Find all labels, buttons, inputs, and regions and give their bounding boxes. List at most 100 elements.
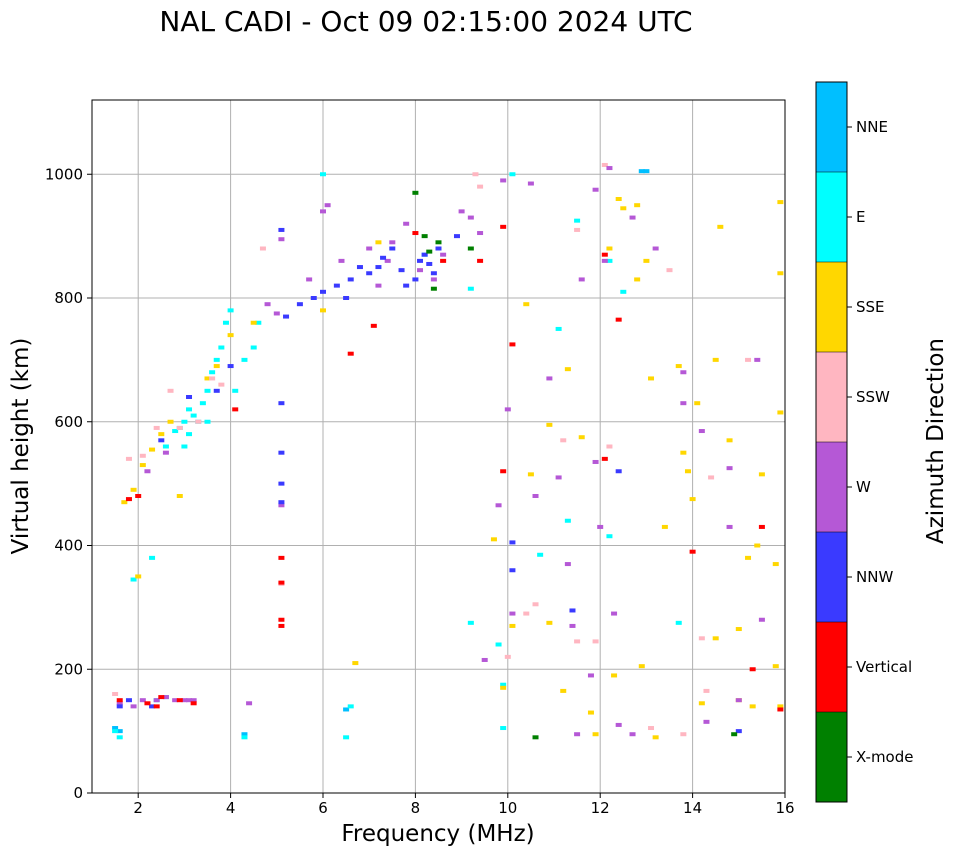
- data-point: [324, 203, 331, 208]
- data-point: [643, 169, 650, 174]
- data-point: [227, 308, 234, 313]
- data-point: [417, 268, 424, 273]
- plot-frame: [91, 99, 786, 794]
- data-point: [440, 252, 447, 257]
- data-point: [149, 704, 156, 709]
- colorbar-tick-label: NNW: [856, 568, 893, 586]
- data-point: [712, 636, 719, 641]
- data-point: [500, 685, 507, 690]
- data-point: [777, 200, 784, 205]
- data-point: [712, 357, 719, 362]
- data-point: [139, 453, 146, 458]
- data-point: [366, 246, 373, 251]
- x-tick-label: 8: [411, 799, 421, 817]
- data-point: [527, 181, 534, 186]
- data-point: [384, 258, 391, 263]
- data-point: [467, 286, 474, 291]
- data-point: [620, 206, 627, 211]
- data-point: [149, 555, 156, 560]
- data-point: [495, 642, 502, 647]
- colorbar-segment: [816, 442, 847, 532]
- data-point: [689, 497, 696, 502]
- data-point: [144, 469, 151, 474]
- data-point: [278, 555, 285, 560]
- x-tick-label: 4: [226, 799, 236, 817]
- data-point: [278, 481, 285, 486]
- data-point: [204, 419, 211, 424]
- data-point: [403, 283, 410, 288]
- data-point: [726, 438, 733, 443]
- data-point: [601, 258, 608, 263]
- data-point: [403, 221, 410, 226]
- series-e: [112, 172, 682, 740]
- data-point: [250, 345, 257, 350]
- data-point: [153, 704, 160, 709]
- colorbar-tick-label: SSE: [856, 298, 885, 316]
- data-point: [158, 695, 165, 700]
- chart-title: NAL CADI - Oct 09 02:15:00 2024 UTC: [159, 5, 692, 38]
- data-point: [601, 162, 608, 167]
- data-point: [158, 432, 165, 437]
- data-point: [430, 277, 437, 282]
- data-point: [758, 524, 765, 529]
- data-point: [278, 237, 285, 242]
- data-point: [574, 218, 581, 223]
- data-point: [587, 673, 594, 678]
- data-point: [162, 450, 169, 455]
- data-point: [735, 729, 742, 734]
- data-point: [500, 726, 507, 731]
- data-point: [546, 620, 553, 625]
- data-point: [777, 271, 784, 276]
- data-point: [703, 688, 710, 693]
- data-point: [694, 401, 701, 406]
- x-tick-label: 14: [683, 799, 702, 817]
- data-point: [578, 435, 585, 440]
- plot-area: 2 4 6 8 10 12 14 16 0 200 400 600 800 1000: [45, 99, 795, 817]
- data-point: [278, 580, 285, 585]
- data-point: [597, 524, 604, 529]
- data-point: [398, 268, 405, 273]
- data-point: [153, 698, 160, 703]
- data-point: [726, 466, 733, 471]
- data-point: [467, 620, 474, 625]
- data-point: [680, 732, 687, 737]
- x-axis: 2 4 6 8 10 12 14 16: [133, 793, 795, 817]
- data-point: [273, 311, 280, 316]
- x-tick-label: 12: [591, 799, 610, 817]
- y-axis: 0 200 400 600 800 1000: [45, 165, 92, 802]
- data-point: [749, 667, 756, 672]
- y-axis-label: Virtual height (km): [8, 338, 34, 555]
- data-point: [162, 444, 169, 449]
- data-point: [116, 698, 123, 703]
- data-point: [320, 209, 326, 214]
- data-point: [500, 682, 507, 687]
- data-point: [375, 283, 382, 288]
- data-point: [246, 701, 253, 706]
- series-nne: [112, 169, 650, 737]
- data-point: [343, 707, 350, 712]
- data-point: [537, 552, 544, 557]
- data-point: [698, 429, 705, 434]
- data-point: [758, 617, 765, 622]
- data-point: [500, 469, 507, 474]
- data-point: [176, 494, 183, 498]
- data-point: [112, 729, 119, 734]
- data-point: [606, 246, 613, 251]
- data-point: [560, 688, 567, 693]
- data-point: [167, 388, 174, 393]
- data-point: [116, 701, 123, 706]
- data-point: [412, 190, 419, 195]
- data-point: [366, 271, 373, 276]
- data-point: [698, 636, 705, 641]
- data-point: [172, 429, 179, 434]
- data-point: [477, 258, 484, 263]
- data-point: [186, 698, 193, 703]
- data-point: [144, 701, 151, 706]
- data-point: [574, 732, 581, 737]
- data-point: [209, 370, 216, 375]
- data-point: [278, 503, 285, 508]
- data-point: [546, 376, 553, 381]
- data-point: [680, 370, 687, 375]
- data-point: [564, 518, 571, 523]
- colorbar-segment: [816, 352, 847, 442]
